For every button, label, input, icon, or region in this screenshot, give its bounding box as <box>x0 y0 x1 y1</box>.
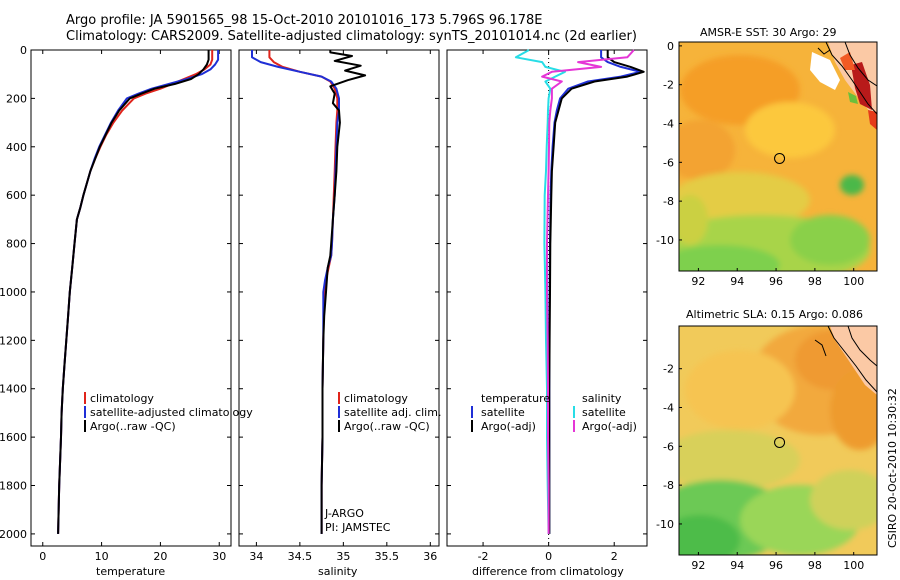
legend-swatch-argo <box>84 420 86 432</box>
map-y-tick-label: -2 <box>663 79 674 92</box>
x-tick-label: 30 <box>212 550 226 563</box>
salinity-xlabel: salinity <box>318 565 358 578</box>
y-tick-label: 1200 <box>0 334 27 347</box>
legend-label-satellite: satellite-adjusted climatology <box>90 406 253 419</box>
sst-map-field <box>679 42 877 271</box>
profile-lines <box>57 49 645 534</box>
map-y-tick-label: 0 <box>667 40 674 53</box>
legend-swatch-temp-argo <box>471 420 473 432</box>
x-tick-label: 0 <box>39 550 46 563</box>
difference-xlabel: difference from climatology <box>472 565 624 578</box>
sla-map-axes <box>678 325 878 556</box>
x-tick-label: 20 <box>153 550 167 563</box>
legend-label-temp-argo: Argo(-adj) <box>481 420 536 433</box>
sla-map-title: Altimetric SLA: 0.15 Argo: 0.086 <box>686 308 863 321</box>
map-y-tick-label: -10 <box>656 234 674 247</box>
legend-label-climatology: climatology <box>344 392 408 405</box>
legend-label-argo: Argo(..raw -QC) <box>90 420 176 433</box>
map-x-tick-label: 98 <box>808 559 822 572</box>
y-tick-label: 1800 <box>0 480 27 493</box>
y-tick-label: 1000 <box>0 286 27 299</box>
y-tick-label: 600 <box>6 189 27 202</box>
figure-title-line2: Climatology: CARS2009. Satellite-adjuste… <box>66 29 637 44</box>
legend-swatch-satellite <box>84 406 86 418</box>
y-tick-label: 800 <box>6 238 27 251</box>
x-tick-label: 0 <box>545 550 552 563</box>
series-line-temperature-argo-adj <box>548 50 645 534</box>
sla-map-field <box>679 326 877 555</box>
legend-swatch-temp-satellite <box>471 406 473 418</box>
series-line-salinity-argo-adj <box>541 49 635 534</box>
series-line-salinity-satellite <box>514 49 566 534</box>
difference-legend: temperature salinity satellite Argo(-adj… <box>471 392 637 433</box>
sst-map-axes <box>678 41 878 272</box>
legend-label-satellite: satellite adj. clim. <box>344 406 441 419</box>
x-tick-label: 35 <box>336 550 350 563</box>
salinity-legend: climatology satellite adj. clim. Argo(..… <box>324 392 441 534</box>
sst-argo-location-marker <box>774 152 786 164</box>
legend-title-temperature: temperature <box>481 392 550 405</box>
x-tick-label: 34.5 <box>288 550 313 563</box>
legend-swatch-argo <box>338 420 340 432</box>
legend-swatch-climatology <box>338 392 340 404</box>
map-y-tick-label: -2 <box>663 363 674 376</box>
map-x-tick-label: 94 <box>730 275 744 288</box>
map-y-tick-label: -6 <box>663 156 674 169</box>
legend-swatch-sal-argo <box>573 420 575 432</box>
temperature-legend: climatology satellite-adjusted climatolo… <box>84 392 253 433</box>
y-tick-label: 1600 <box>0 431 27 444</box>
map-y-tick-label: -10 <box>656 518 674 531</box>
sst-map-title: AMSR-E SST: 30 Argo: 29 <box>700 26 837 39</box>
map-x-tick-label: 96 <box>769 275 783 288</box>
map-x-tick-label: 100 <box>843 559 864 572</box>
x-tick-label: 2 <box>611 550 618 563</box>
y-tick-label: 1400 <box>0 383 27 396</box>
legend-label-sal-argo: Argo(-adj) <box>582 420 637 433</box>
map-x-tick-label: 96 <box>769 559 783 572</box>
legend-label-climatology: climatology <box>90 392 154 405</box>
x-tick-label: 10 <box>95 550 109 563</box>
map-y-tick-label: -4 <box>663 402 674 415</box>
map-x-tick-label: 100 <box>843 275 864 288</box>
map-y-tick-label: -8 <box>663 195 674 208</box>
map-x-tick-label: 98 <box>808 275 822 288</box>
y-tick-label: 0 <box>20 44 27 57</box>
x-tick-label: 36 <box>423 550 437 563</box>
x-tick-label: 35.5 <box>375 550 400 563</box>
legend-swatch-sal-satellite <box>573 406 575 418</box>
legend-label-temp-satellite: satellite <box>481 406 525 419</box>
legend-title-salinity: salinity <box>582 392 622 405</box>
float-program-label: J-ARGO <box>324 507 364 520</box>
map-y-tick-label: -6 <box>663 440 674 453</box>
x-tick-label: 34 <box>249 550 263 563</box>
map-y-tick-label: -8 <box>663 479 674 492</box>
y-tick-label: 2000 <box>0 528 27 541</box>
map-axis-ticks: 92 94 96 98 100 0 -2 -4 -6 -8 -10 92 94 96 98 100 -2 -4 -6… <box>656 40 864 572</box>
legend-label-sal-satellite: satellite <box>582 406 626 419</box>
x-tick-label: -2 <box>478 550 489 563</box>
series-line-argo-raw-qc <box>57 50 210 534</box>
temperature-axes <box>30 49 232 547</box>
sla-argo-location-marker <box>774 436 786 448</box>
legend-label-argo: Argo(..raw -QC) <box>344 420 430 433</box>
legend-swatch-satellite <box>338 406 340 418</box>
series-line-argo-raw-qc <box>320 50 367 534</box>
map-y-tick-label: -4 <box>663 118 674 131</box>
map-x-tick-label: 92 <box>691 559 705 572</box>
y-tick-label: 200 <box>6 92 27 105</box>
y-tick-label: 400 <box>6 141 27 154</box>
figure-title-line1: Argo profile: JA 5901565_98 15-Oct-2010 … <box>66 13 543 28</box>
float-pi-label: PI: JAMSTEC <box>325 521 391 534</box>
map-x-tick-label: 94 <box>730 559 744 572</box>
map-x-tick-label: 92 <box>691 275 705 288</box>
footer-credit: CSIRO 20-Oct-2010 10:30:32 <box>886 388 899 548</box>
temperature-xlabel: temperature <box>96 565 165 578</box>
legend-swatch-climatology <box>84 392 86 404</box>
